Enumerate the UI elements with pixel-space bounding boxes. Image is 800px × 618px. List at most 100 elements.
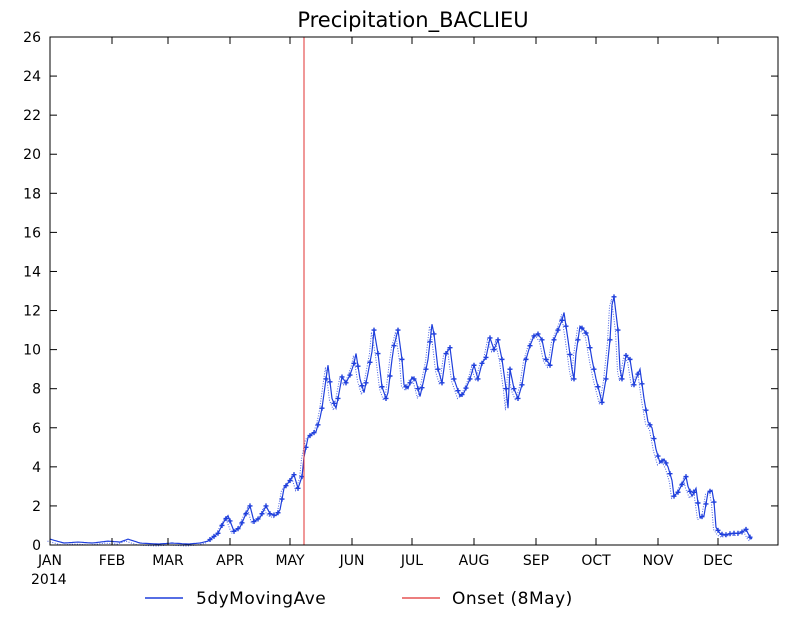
series-point-marker	[639, 381, 645, 387]
series-point-marker	[375, 351, 381, 357]
series-point-marker	[255, 516, 261, 522]
series-point-marker	[367, 359, 373, 365]
year-label: 2014	[31, 572, 67, 588]
y-tick-label: 22	[23, 108, 41, 124]
series-point-marker	[219, 522, 225, 528]
y-tick-label: 16	[23, 225, 41, 241]
series-point-marker	[275, 510, 281, 516]
series-point-marker	[487, 335, 493, 341]
y-tick-label: 2	[32, 499, 41, 515]
series-point-marker	[351, 360, 357, 366]
series-point-marker	[383, 395, 389, 401]
series-point-marker	[439, 380, 445, 386]
y-tick-label: 26	[23, 30, 41, 46]
series-point-marker	[539, 337, 545, 343]
series-point-marker	[671, 493, 677, 499]
series-point-marker	[707, 488, 713, 494]
series-point-marker	[415, 386, 421, 392]
series-point-marker	[387, 373, 393, 379]
series-point-marker	[347, 372, 353, 378]
series-point-marker	[263, 503, 269, 509]
series-point-marker	[307, 433, 313, 439]
series-point-marker	[411, 376, 417, 382]
legend-series-label: 5dyMovingAve	[196, 589, 326, 609]
series-point-marker	[631, 382, 637, 388]
y-tick-label: 14	[23, 264, 41, 280]
series-point-marker	[747, 534, 753, 540]
x-tick-label: JUN	[339, 553, 365, 569]
series-point-marker	[603, 376, 609, 382]
series-point-marker	[227, 518, 233, 524]
series-point-marker	[595, 384, 601, 390]
series-point-marker	[559, 317, 565, 323]
series-point-marker	[331, 400, 337, 406]
y-tick-label: 4	[32, 460, 41, 476]
series-point-marker	[675, 489, 681, 495]
y-tick-label: 24	[23, 69, 41, 85]
series-point-marker	[615, 327, 621, 333]
legend-onset-label: Onset (8May)	[452, 589, 573, 609]
series-point-marker	[223, 516, 229, 522]
series-point-marker	[583, 330, 589, 336]
series-point-marker	[691, 489, 697, 495]
series-point-marker	[327, 379, 333, 385]
series-point-marker	[319, 405, 325, 411]
x-tick-label: MAY	[275, 553, 305, 569]
series-point-marker	[491, 347, 497, 353]
series-point-marker	[551, 337, 557, 343]
series-point-marker	[235, 526, 241, 532]
chart-title: Precipitation_BACLIEU	[297, 8, 528, 33]
series-point-marker	[575, 337, 581, 343]
legend: 5dyMovingAve Onset (8May)	[145, 589, 573, 609]
series-point-marker	[451, 376, 457, 382]
series-point-marker	[619, 376, 625, 382]
y-tick-label: 12	[23, 304, 41, 320]
series-point-marker	[363, 380, 369, 386]
series-point-marker	[735, 530, 741, 536]
series-point-marker	[283, 483, 289, 489]
x-tick-label: OCT	[581, 553, 611, 569]
series-line-5dy-moving-ave	[49, 296, 753, 545]
series-point-marker	[635, 371, 641, 377]
series-point-marker	[611, 294, 617, 300]
series-point-marker	[651, 436, 657, 442]
series-point-marker	[403, 384, 409, 390]
series-point-marker	[655, 453, 661, 459]
plot-area	[47, 37, 753, 547]
series-point-marker	[455, 388, 461, 394]
series-shadow-line	[47, 298, 750, 547]
x-tick-label: MAR	[152, 553, 184, 569]
series-point-marker	[323, 376, 329, 382]
series-point-marker	[647, 422, 653, 428]
series-point-marker	[739, 529, 745, 535]
series-point-marker	[543, 356, 549, 362]
y-tick-label: 8	[32, 382, 41, 398]
x-tick-label: FEB	[99, 553, 126, 569]
y-tick-label: 18	[23, 186, 41, 202]
plot-frame	[49, 36, 779, 546]
series-point-marker	[627, 356, 633, 362]
series-point-marker	[443, 351, 449, 357]
series-point-marker	[243, 511, 249, 517]
series-point-marker	[463, 385, 469, 391]
series-point-marker	[215, 530, 221, 536]
x-tick-label: DEC	[703, 553, 733, 569]
x-tick-label: APR	[216, 553, 244, 569]
series-point-marker	[743, 526, 749, 532]
series-point-marker	[267, 511, 273, 517]
series-point-marker	[659, 458, 665, 464]
series-point-marker	[499, 356, 505, 362]
series-point-marker	[699, 514, 705, 520]
y-tick-label: 10	[23, 343, 41, 359]
series-point-marker	[467, 376, 473, 382]
x-tick-label: JAN	[37, 553, 62, 569]
series-point-marker	[471, 362, 477, 368]
series-point-marker	[507, 366, 513, 372]
series-point-marker	[591, 366, 597, 372]
x-tick-label: AUG	[459, 553, 490, 569]
series-point-marker	[663, 460, 669, 466]
series-point-marker	[287, 478, 293, 484]
series-point-marker	[423, 366, 429, 372]
